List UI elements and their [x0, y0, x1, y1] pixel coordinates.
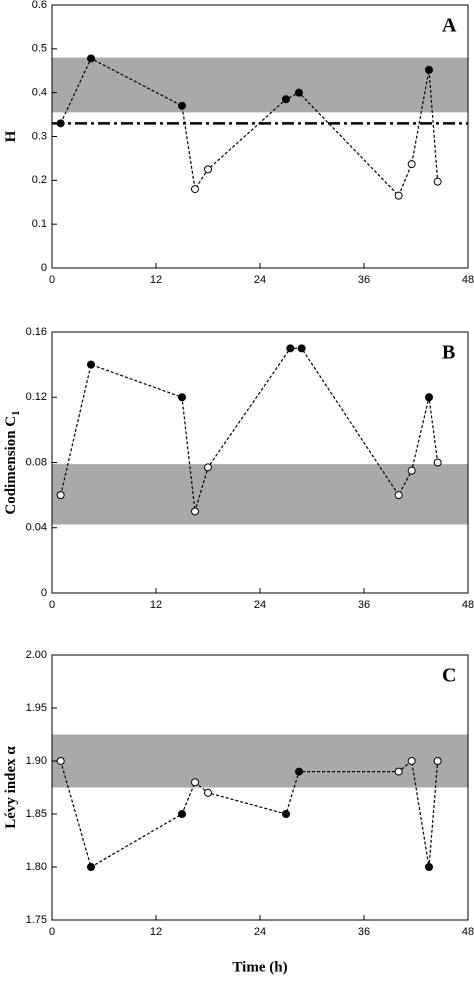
shaded-band: [52, 57, 468, 113]
data-point: [204, 788, 212, 797]
y-tick-label: 1.80: [26, 861, 47, 873]
y-tick-label: 0.4: [32, 87, 47, 99]
shaded-band: [52, 464, 468, 525]
data-point: [407, 757, 416, 765]
y-tick-label: 1.85: [26, 808, 47, 820]
shaded-band: [52, 734, 468, 788]
data-point: [425, 863, 433, 871]
data-point: [178, 101, 186, 110]
x-tick-label: 12: [150, 599, 162, 611]
x-tick-label: 48: [462, 926, 474, 938]
x-tick-label: 12: [150, 274, 162, 286]
y-tick-label: 1.90: [26, 755, 47, 767]
y-tick-label: 0.6: [32, 0, 47, 11]
x-tick-label: 0: [49, 926, 55, 938]
plot-frame: [51, 4, 469, 269]
x-tick-label: 24: [254, 926, 266, 938]
x-axis-label: Time (h): [232, 959, 287, 975]
y-axis-label-text: Lévy index α: [3, 746, 19, 829]
data-point: [56, 491, 65, 500]
x-tick-label: 24: [254, 274, 266, 286]
data-point: [407, 160, 416, 169]
y-tick-label: 0.3: [32, 130, 47, 142]
y-tick-label: 1.95: [26, 702, 47, 714]
data-point: [407, 466, 416, 475]
data-point: [191, 185, 199, 194]
data-point: [56, 119, 65, 128]
y-tick-label: 0.08: [26, 456, 47, 468]
x-tick-label: 48: [462, 274, 474, 286]
y-tick-label: 0.12: [26, 391, 47, 403]
data-point: [87, 863, 95, 871]
data-point: [178, 810, 186, 818]
data-point: [295, 767, 303, 776]
data-point: [394, 191, 403, 200]
y-tick-label: 2.00: [26, 649, 47, 661]
x-tick-label: 24: [254, 599, 266, 611]
x-tick-label: 0: [49, 274, 55, 286]
y-tick-label: 0.2: [32, 174, 47, 186]
data-point: [295, 88, 303, 97]
x-tick-label: 0: [49, 599, 55, 611]
data-point: [433, 177, 442, 186]
data-point: [433, 458, 442, 467]
data-point: [282, 95, 290, 104]
data-point: [87, 54, 95, 63]
y-axis-label-subscript: 1: [10, 410, 22, 416]
data-point: [425, 65, 433, 74]
y-tick-label: 0: [41, 587, 47, 599]
data-point: [178, 393, 186, 402]
data-point: [286, 344, 295, 353]
data-point: [204, 463, 212, 472]
x-tick-label: 36: [358, 274, 370, 286]
y-axis-label: Codimension C1: [3, 410, 21, 514]
data-point: [87, 360, 95, 369]
panel-label: A: [442, 15, 457, 37]
panel-label: B: [442, 342, 455, 364]
x-tick-label: 36: [358, 926, 370, 938]
y-axis-label: Lévy index α: [3, 746, 19, 829]
y-tick-label: 0: [41, 262, 47, 274]
y-tick-label: 0.1: [32, 218, 47, 230]
data-point: [425, 393, 433, 402]
x-tick-label: 36: [358, 599, 370, 611]
y-tick-label: 0.5: [32, 43, 47, 55]
data-point: [191, 778, 199, 787]
y-tick-label: 0.16: [26, 326, 47, 338]
y-tick-label: 0.04: [26, 522, 47, 534]
data-point: [433, 757, 442, 765]
x-tick-label: 48: [462, 599, 474, 611]
data-point: [56, 757, 65, 765]
y-axis-label-text: Codimension C: [3, 416, 19, 515]
data-point: [204, 165, 212, 174]
data-point: [394, 491, 403, 500]
y-tick-label: 1.75: [26, 914, 47, 926]
x-tick-label: 12: [150, 926, 162, 938]
y-axis-label-text: H: [3, 130, 19, 142]
plot-frame: [51, 331, 469, 594]
panel-label: C: [442, 665, 456, 687]
data-point: [191, 507, 199, 516]
y-axis-label: H: [3, 130, 19, 142]
data-point: [282, 810, 290, 818]
data-point: [394, 767, 403, 776]
data-point: [297, 344, 306, 353]
